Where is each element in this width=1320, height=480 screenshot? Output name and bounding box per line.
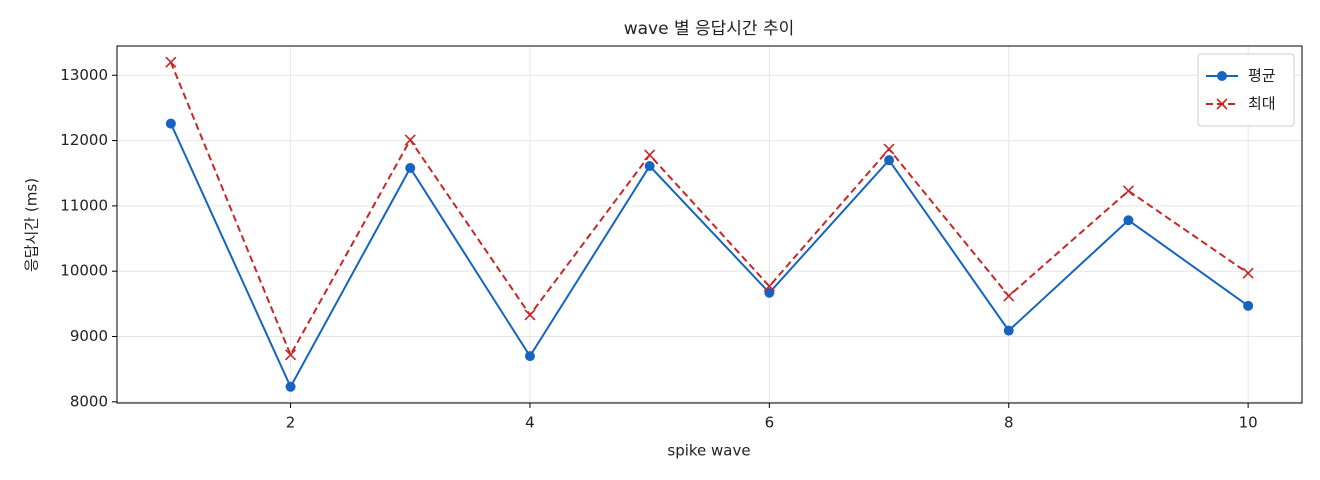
y-tick-label: 13000 bbox=[60, 66, 108, 84]
y-tick-label: 8000 bbox=[70, 392, 108, 410]
grid bbox=[117, 46, 1302, 403]
legend-label: 최대 bbox=[1248, 95, 1276, 113]
data-point bbox=[524, 309, 536, 321]
legend-marker bbox=[1216, 98, 1228, 110]
data-point bbox=[285, 381, 296, 392]
data-point bbox=[404, 134, 416, 146]
legend-box bbox=[1197, 53, 1295, 127]
series-line bbox=[169, 123, 1249, 390]
x-tick-label: 6 bbox=[765, 414, 775, 432]
y-tick-label: 10000 bbox=[60, 262, 108, 280]
plot bbox=[165, 56, 1254, 392]
x-axis-label: spike wave bbox=[667, 442, 750, 460]
data-point bbox=[1123, 215, 1134, 226]
x-tick-label: 10 bbox=[1239, 414, 1258, 432]
x-tick-label: 2 bbox=[286, 414, 296, 432]
data-point bbox=[883, 143, 895, 155]
y-axis-label: 응답시간 (ms) bbox=[23, 178, 41, 272]
y-tick-label: 12000 bbox=[60, 131, 108, 149]
data-point bbox=[1122, 185, 1135, 197]
chart-title: wave 별 응답시간 추이 bbox=[624, 19, 795, 39]
data-point bbox=[763, 280, 775, 292]
data-point bbox=[165, 118, 176, 129]
data-point bbox=[1242, 267, 1254, 279]
data-point bbox=[284, 349, 297, 361]
data-point bbox=[405, 163, 416, 174]
data-point bbox=[884, 155, 895, 166]
legend-marker bbox=[1217, 71, 1227, 81]
data-point bbox=[524, 351, 535, 362]
data-point bbox=[764, 287, 775, 298]
series-line bbox=[169, 61, 1249, 358]
y-tick-label: 11000 bbox=[60, 196, 108, 214]
data-point bbox=[1243, 300, 1254, 311]
y-tick-label: 9000 bbox=[70, 327, 108, 345]
legend-label: 평균 bbox=[1248, 67, 1276, 85]
data-point bbox=[165, 56, 177, 68]
data-point bbox=[644, 161, 655, 172]
data-point bbox=[1003, 325, 1014, 336]
plot-frame bbox=[116, 45, 1303, 404]
data-point bbox=[1003, 290, 1015, 302]
x-tick-label: 4 bbox=[525, 414, 535, 432]
x-tick-label: 8 bbox=[1004, 414, 1014, 432]
data-point bbox=[644, 149, 656, 161]
